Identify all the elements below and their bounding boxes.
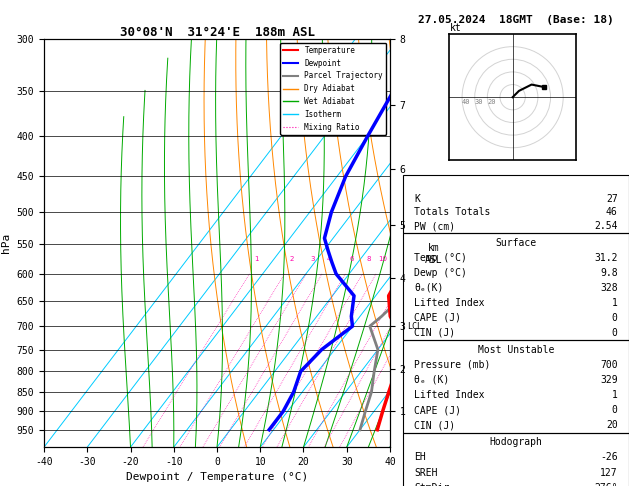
Text: CAPE (J): CAPE (J)	[414, 313, 461, 323]
Text: CIN (J): CIN (J)	[414, 328, 455, 338]
Text: Dewp (°C): Dewp (°C)	[414, 268, 467, 278]
Text: 46: 46	[606, 208, 618, 217]
Text: 127: 127	[600, 468, 618, 478]
Text: Totals Totals: Totals Totals	[414, 208, 490, 217]
Text: 4: 4	[326, 257, 331, 262]
Text: θₑ (K): θₑ (K)	[414, 375, 449, 385]
Text: 328: 328	[600, 283, 618, 293]
Text: 10: 10	[378, 257, 387, 262]
Bar	[403, 340, 629, 433]
Text: 20: 20	[487, 99, 496, 104]
Text: Hodograph: Hodograph	[489, 437, 542, 448]
Text: K: K	[414, 193, 420, 204]
Bar	[403, 175, 629, 233]
Text: Pressure (mb): Pressure (mb)	[414, 360, 490, 370]
Text: 9.8: 9.8	[600, 268, 618, 278]
Text: Temp (°C): Temp (°C)	[414, 253, 467, 263]
Bar	[403, 433, 629, 486]
Text: kt: kt	[450, 23, 461, 33]
Text: 40: 40	[462, 99, 470, 104]
Text: 20: 20	[606, 420, 618, 430]
Text: 2.54: 2.54	[594, 221, 618, 231]
Text: 700: 700	[600, 360, 618, 370]
Text: 1: 1	[612, 390, 618, 400]
Text: 30: 30	[475, 99, 483, 104]
Text: 1: 1	[254, 257, 259, 262]
Text: 3: 3	[311, 257, 315, 262]
Text: 329: 329	[600, 375, 618, 385]
Text: 0: 0	[612, 313, 618, 323]
Text: 2: 2	[289, 257, 294, 262]
Text: LCL: LCL	[408, 322, 422, 330]
Text: 276°: 276°	[594, 483, 618, 486]
Y-axis label: hPa: hPa	[1, 233, 11, 253]
Text: Most Unstable: Most Unstable	[477, 345, 554, 355]
Title: 30°08'N  31°24'E  188m ASL: 30°08'N 31°24'E 188m ASL	[120, 26, 314, 39]
Text: EH: EH	[414, 452, 426, 462]
Text: 0: 0	[612, 328, 618, 338]
Text: 6: 6	[350, 257, 354, 262]
X-axis label: Dewpoint / Temperature (°C): Dewpoint / Temperature (°C)	[126, 472, 308, 483]
Text: Lifted Index: Lifted Index	[414, 390, 484, 400]
Text: Surface: Surface	[495, 238, 537, 248]
Bar	[403, 233, 629, 340]
Text: 8: 8	[367, 257, 371, 262]
Text: 1: 1	[612, 298, 618, 308]
Text: SREH: SREH	[414, 468, 437, 478]
Text: θₑ(K): θₑ(K)	[414, 283, 443, 293]
Text: 27.05.2024  18GMT  (Base: 18): 27.05.2024 18GMT (Base: 18)	[418, 15, 614, 25]
Text: 0: 0	[612, 405, 618, 415]
Text: 27: 27	[606, 193, 618, 204]
Text: CIN (J): CIN (J)	[414, 420, 455, 430]
Text: Lifted Index: Lifted Index	[414, 298, 484, 308]
Text: 31.2: 31.2	[594, 253, 618, 263]
Y-axis label: km
ASL: km ASL	[425, 243, 442, 264]
Text: StmDir: StmDir	[414, 483, 449, 486]
Text: CAPE (J): CAPE (J)	[414, 405, 461, 415]
Text: PW (cm): PW (cm)	[414, 221, 455, 231]
Text: -26: -26	[600, 452, 618, 462]
Legend: Temperature, Dewpoint, Parcel Trajectory, Dry Adiabat, Wet Adiabat, Isotherm, Mi: Temperature, Dewpoint, Parcel Trajectory…	[280, 43, 386, 135]
